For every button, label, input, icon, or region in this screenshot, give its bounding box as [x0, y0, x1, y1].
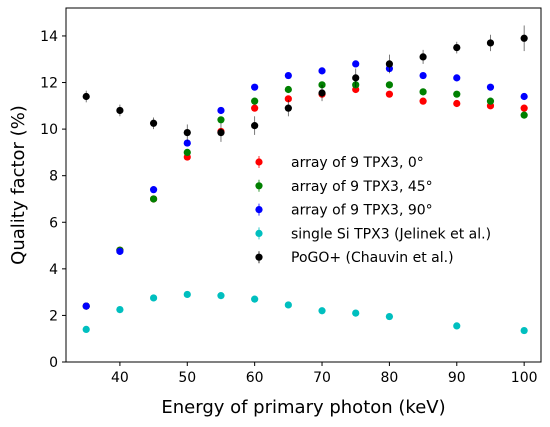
- data-point: [318, 307, 326, 315]
- data-point: [453, 322, 461, 330]
- y-tick-label: 12: [40, 76, 58, 92]
- series-layer: [82, 25, 528, 335]
- data-point: [520, 111, 528, 119]
- legend-marker: [255, 182, 263, 190]
- data-point: [352, 60, 360, 68]
- data-point: [183, 139, 191, 147]
- legend-marker: [255, 253, 263, 261]
- data-point: [284, 85, 292, 94]
- data-point: [520, 34, 528, 42]
- plot-frame: [65, 7, 542, 363]
- series-4: [82, 25, 528, 142]
- data-point: [520, 326, 528, 335]
- y-tick-label: 6: [49, 215, 58, 231]
- data-point: [183, 128, 191, 137]
- data-point: [419, 97, 427, 105]
- y-tick-label: 10: [40, 122, 58, 138]
- legend-label: single Si TPX3 (Jelinek et al.): [291, 226, 491, 242]
- data-point: [183, 290, 191, 299]
- data-point: [284, 104, 292, 112]
- data-point: [149, 294, 158, 302]
- x-tick-label: 70: [313, 370, 331, 386]
- data-point: [217, 292, 225, 300]
- data-point: [251, 97, 259, 105]
- data-point: [183, 148, 191, 156]
- data-point: [284, 95, 292, 103]
- y-axis: 0 2 4 6 8 10 12 14: [40, 29, 66, 371]
- data-point: [486, 83, 495, 91]
- data-point: [385, 60, 394, 68]
- data-point: [352, 74, 360, 82]
- x-tick-label: 90: [448, 370, 466, 386]
- data-point: [217, 128, 225, 137]
- data-point: [217, 106, 225, 115]
- x-tick-label: 80: [380, 370, 398, 386]
- data-point: [486, 97, 495, 105]
- x-tick-label: 50: [178, 370, 196, 386]
- data-point: [82, 302, 90, 310]
- data-point: [251, 83, 259, 91]
- y-tick-label: 8: [49, 169, 58, 185]
- data-point: [82, 92, 90, 101]
- y-tick-label: 14: [40, 29, 58, 45]
- data-point: [318, 89, 326, 97]
- legend-marker: [255, 158, 263, 166]
- data-point: [318, 67, 326, 75]
- data-point: [453, 74, 461, 82]
- y-tick-label: 4: [49, 262, 58, 278]
- series-2: [82, 60, 528, 310]
- data-point: [385, 90, 394, 98]
- data-point: [419, 53, 427, 61]
- data-point: [149, 119, 158, 127]
- data-point: [116, 106, 124, 115]
- data-point: [284, 301, 292, 309]
- legend-label: array of 9 TPX3, 90°: [291, 203, 433, 219]
- x-axis-title: Energy of primary photon (keV): [161, 397, 445, 418]
- legend: array of 9 TPX3, 0° array of 9 TPX3, 45° a…: [255, 155, 491, 266]
- data-point: [520, 104, 528, 112]
- data-point: [251, 104, 259, 112]
- data-point: [453, 99, 461, 108]
- data-point: [217, 116, 225, 124]
- legend-label: array of 9 TPX3, 45°: [291, 179, 433, 195]
- data-point: [116, 305, 124, 314]
- data-point: [251, 295, 259, 303]
- series-1: [82, 81, 528, 310]
- data-point: [486, 39, 495, 47]
- x-tick-label: 60: [246, 370, 264, 386]
- legend-label: array of 9 TPX3, 0°: [291, 155, 424, 171]
- data-point: [453, 90, 461, 98]
- data-point: [251, 122, 259, 130]
- data-point: [82, 325, 90, 333]
- legend-label: PoGO+ (Chauvin et al.): [291, 250, 454, 266]
- series-3: [82, 290, 528, 335]
- data-point: [149, 195, 158, 203]
- series-0: [82, 85, 528, 310]
- data-point: [116, 247, 124, 255]
- x-axis: 40 50 60 70 80 90 100: [111, 362, 538, 386]
- data-point: [149, 186, 158, 194]
- data-point: [419, 88, 427, 96]
- data-point: [520, 92, 528, 101]
- data-point: [453, 43, 461, 52]
- x-tick-label: 40: [111, 370, 129, 386]
- y-tick-label: 0: [49, 355, 58, 371]
- legend-marker: [255, 229, 263, 237]
- x-tick-label: 100: [511, 370, 538, 386]
- data-point: [352, 309, 360, 317]
- data-point: [284, 71, 292, 80]
- data-point: [385, 81, 394, 89]
- legend-marker: [255, 206, 263, 214]
- data-point: [385, 312, 394, 321]
- y-tick-label: 2: [49, 308, 58, 324]
- data-point: [419, 71, 427, 80]
- y-axis-title: Quality factor (%): [8, 105, 29, 265]
